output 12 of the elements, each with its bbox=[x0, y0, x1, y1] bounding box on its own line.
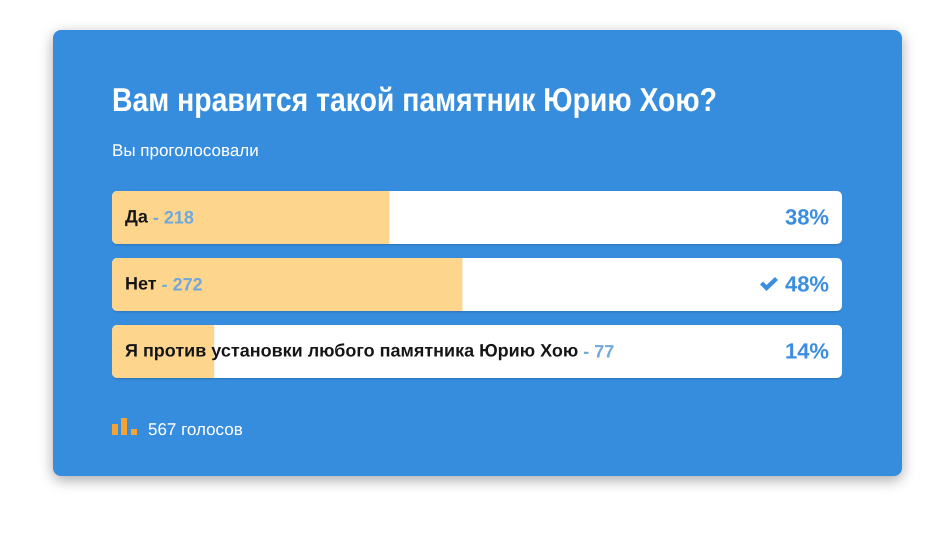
data-label: 14% bbox=[784, 338, 829, 364]
annotation: - 272 bbox=[162, 274, 203, 294]
y-tick-label: Я против установки любого памятника Юрию Хою bbox=[125, 340, 578, 360]
annotation: - 77 bbox=[583, 341, 614, 362]
text: 567 голосов bbox=[148, 420, 243, 440]
y-tick-label: Нет bbox=[125, 273, 157, 294]
annotation: - 218 bbox=[152, 207, 194, 228]
y-tick-label: Да bbox=[125, 206, 149, 226]
chart-title: Вам нравится такой памятник Юрию Хою? bbox=[112, 81, 717, 119]
data-label: 48% bbox=[784, 272, 829, 297]
data-label: 38% bbox=[784, 204, 829, 230]
chart-subtitle: Вы проголосовали bbox=[112, 141, 259, 161]
